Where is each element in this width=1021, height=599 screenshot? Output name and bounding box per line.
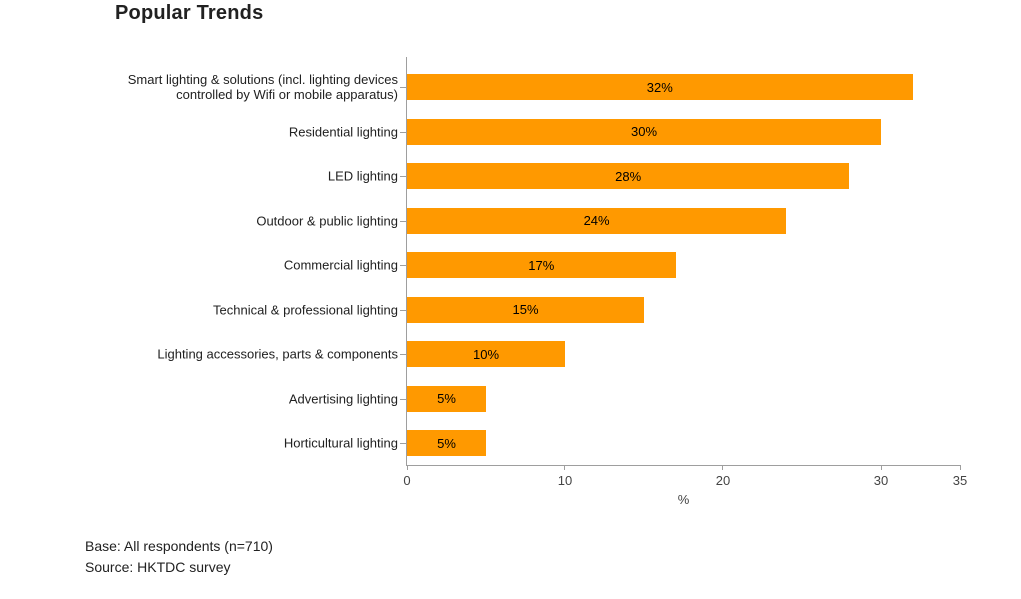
bar: 28% bbox=[407, 163, 850, 189]
bar: 15% bbox=[407, 296, 644, 323]
base-note: Base: All respondents (n=710) bbox=[85, 538, 273, 554]
category-label: Residential lighting bbox=[288, 123, 398, 139]
bar-value-label: 5% bbox=[437, 391, 456, 406]
x-axis-tick bbox=[959, 465, 961, 470]
x-axis-tick-label: 10 bbox=[557, 473, 573, 488]
bar: 30% bbox=[407, 118, 881, 145]
x-axis-tick-label: 30 bbox=[873, 473, 889, 488]
bar: 10% bbox=[407, 341, 565, 367]
bar-value-label: 24% bbox=[583, 213, 610, 228]
y-axis-tick bbox=[400, 87, 407, 88]
category-label: Smart lighting & solutions (incl. lighti… bbox=[127, 71, 398, 102]
y-axis-tick bbox=[400, 131, 407, 133]
plot-area: % 32% Smart lighting & solutions (incl. l… bbox=[128, 57, 967, 507]
chart-title: Popular Trends bbox=[115, 2, 264, 24]
bar: 5% bbox=[407, 430, 486, 456]
y-axis-tick bbox=[400, 354, 407, 355]
category-label: Lighting accessories, parts & components bbox=[157, 346, 398, 362]
x-axis-tick-label: 0 bbox=[403, 473, 411, 488]
category-label: Horticultural lighting bbox=[283, 435, 398, 451]
bar-value-label: 32% bbox=[646, 79, 673, 95]
category-label: Commercial lighting bbox=[283, 257, 398, 273]
x-axis-tick bbox=[722, 465, 724, 470]
bar: 17% bbox=[407, 252, 676, 278]
bar-value-label: 30% bbox=[630, 124, 658, 139]
bar: 32% bbox=[407, 74, 913, 100]
y-axis-tick bbox=[400, 309, 407, 311]
category-label: Technical & professional lighting bbox=[213, 301, 398, 317]
bar-value-label: 15% bbox=[512, 302, 539, 317]
y-axis-tick bbox=[400, 220, 407, 222]
category-label: Advertising lighting bbox=[288, 390, 398, 406]
source-note: Source: HKTDC survey bbox=[85, 559, 231, 575]
bar: 5% bbox=[407, 385, 486, 412]
bar-value-label: 17% bbox=[528, 257, 555, 273]
bar-value-label: 10% bbox=[472, 346, 500, 362]
x-axis-title: % bbox=[677, 492, 690, 507]
x-axis-tick bbox=[406, 465, 408, 470]
x-axis-tick bbox=[564, 465, 566, 470]
x-axis-tick bbox=[880, 465, 882, 470]
x-axis-tick-label: 20 bbox=[715, 473, 731, 488]
category-label: LED lighting bbox=[327, 168, 398, 184]
bar: 24% bbox=[407, 207, 787, 234]
y-axis-tick bbox=[400, 176, 407, 177]
y-axis-tick bbox=[400, 398, 407, 400]
x-axis-tick-label: 35 bbox=[952, 473, 968, 488]
category-label: Outdoor & public lighting bbox=[256, 212, 398, 228]
y-axis-tick bbox=[400, 443, 407, 444]
bar-value-label: 5% bbox=[437, 435, 456, 451]
bar-value-label: 28% bbox=[615, 168, 642, 184]
y-axis-tick bbox=[400, 265, 407, 266]
